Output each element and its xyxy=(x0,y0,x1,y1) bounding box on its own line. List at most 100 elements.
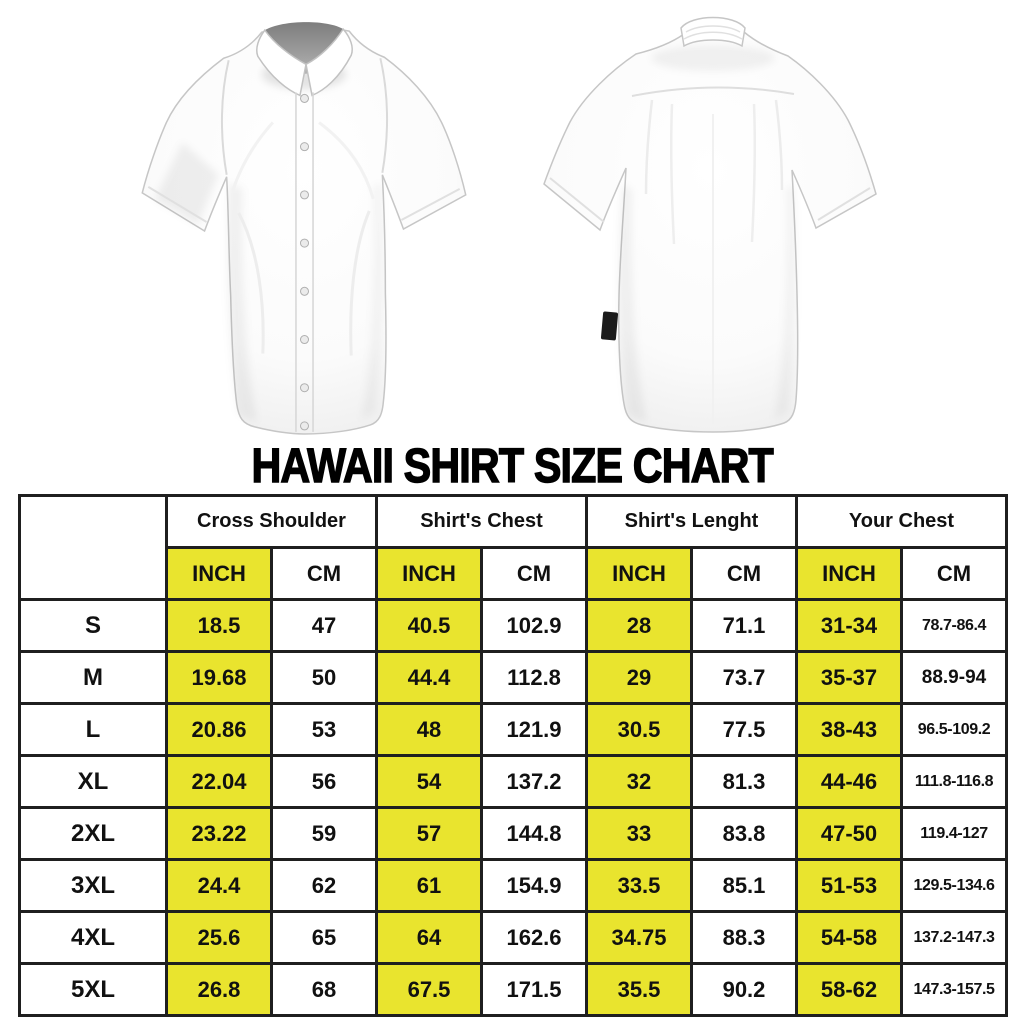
table-cell: 33.5 xyxy=(585,858,693,913)
table-cell: 85.1 xyxy=(690,858,798,913)
table-row: XL 22.04 56 54 137.2 32 81.3 44-46 111.8-116.8 xyxy=(18,754,1008,809)
table-cell: 96.5-109.2 xyxy=(900,702,1008,757)
size-label: 4XL xyxy=(18,910,168,965)
table-cell: 19.68 xyxy=(165,650,273,705)
table-cell: 77.5 xyxy=(690,702,798,757)
shirt-back-graphic xyxy=(543,16,877,433)
unit-header-inch: INCH xyxy=(375,546,483,601)
group-header-row: Cross Shoulder Shirt's Chest Shirt's Lengh… xyxy=(18,494,1008,601)
table-row: 5XL 26.8 68 67.5 171.5 35.5 90.2 58-62 147.3-157… xyxy=(18,962,1008,1017)
size-label: 3XL xyxy=(18,858,168,913)
table-cell: 147.3-157.5 xyxy=(900,962,1008,1017)
size-label: 5XL xyxy=(18,962,168,1017)
table-cell: 144.8 xyxy=(480,806,588,861)
table-cell: 51-53 xyxy=(795,858,903,913)
table-cell: 22.04 xyxy=(165,754,273,809)
table-cell: 47-50 xyxy=(795,806,903,861)
table-cell: 48 xyxy=(375,702,483,757)
table-cell: 88.3 xyxy=(690,910,798,965)
table-cell: 54-58 xyxy=(795,910,903,965)
table-cell: 38-43 xyxy=(795,702,903,757)
shirt-back-image xyxy=(543,16,877,433)
table-cell: 83.8 xyxy=(690,806,798,861)
page-title: HAWAII SHIRT SIZE CHART xyxy=(251,440,775,493)
table-cell: 65 xyxy=(270,910,378,965)
page-title-wrap: HAWAII SHIRT SIZE CHART xyxy=(0,440,1024,493)
table-cell: 78.7-86.4 xyxy=(900,598,1008,653)
size-label: L xyxy=(18,702,168,757)
table-cell: 88.9-94 xyxy=(900,650,1008,705)
shirt-front-image xyxy=(141,22,467,435)
corner-cell xyxy=(18,494,168,601)
table-cell: 23.22 xyxy=(165,806,273,861)
table-cell: 18.5 xyxy=(165,598,273,653)
table-cell: 24.4 xyxy=(165,858,273,913)
button-placket xyxy=(299,93,310,431)
table-cell: 129.5-134.6 xyxy=(900,858,1008,913)
table-cell: 35.5 xyxy=(585,962,693,1017)
table-cell: 30.5 xyxy=(585,702,693,757)
table-cell: 25.6 xyxy=(165,910,273,965)
table-cell: 119.4-127 xyxy=(900,806,1008,861)
table-cell: 111.8-116.8 xyxy=(900,754,1008,809)
table-cell: 35-37 xyxy=(795,650,903,705)
table-cell: 67.5 xyxy=(375,962,483,1017)
column-group-shirt-s-chest: Shirt's Chest xyxy=(375,494,588,549)
table-cell: 44-46 xyxy=(795,754,903,809)
table-cell: 44.4 xyxy=(375,650,483,705)
column-group-cross-shoulder: Cross Shoulder xyxy=(165,494,378,549)
table-cell: 73.7 xyxy=(690,650,798,705)
table-cell: 162.6 xyxy=(480,910,588,965)
size-label: 2XL xyxy=(18,806,168,861)
shirt-front-graphic xyxy=(141,22,467,435)
table-row: L 20.86 53 48 121.9 30.5 77.5 38-43 96.5-109.2 xyxy=(18,702,1008,757)
table-cell: 31-34 xyxy=(795,598,903,653)
size-chart-table: Cross Shoulder Shirt's Chest Shirt's Lengh… xyxy=(18,494,1008,1017)
unit-header-cm: CM xyxy=(690,546,798,601)
table-cell: 54 xyxy=(375,754,483,809)
unit-header-cm: CM xyxy=(270,546,378,601)
table-cell: 62 xyxy=(270,858,378,913)
unit-header-inch: INCH xyxy=(795,546,903,601)
table-cell: 171.5 xyxy=(480,962,588,1017)
table-cell: 61 xyxy=(375,858,483,913)
unit-header-inch: INCH xyxy=(585,546,693,601)
table-cell: 90.2 xyxy=(690,962,798,1017)
table-cell: 102.9 xyxy=(480,598,588,653)
table-cell: 137.2 xyxy=(480,754,588,809)
table-cell: 33 xyxy=(585,806,693,861)
table-cell: 57 xyxy=(375,806,483,861)
unit-header-row: INCH CM INCH CM INCH CM INCH CM xyxy=(20,546,1008,601)
table-cell: 28 xyxy=(585,598,693,653)
table-cell: 56 xyxy=(270,754,378,809)
table-cell: 32 xyxy=(585,754,693,809)
unit-header-cm: CM xyxy=(480,546,588,601)
table-row: 2XL 23.22 59 57 144.8 33 83.8 47-50 119.4-127 xyxy=(18,806,1008,861)
table-cell: 20.86 xyxy=(165,702,273,757)
size-label: S xyxy=(18,598,168,653)
table-row: 3XL 24.4 62 61 154.9 33.5 85.1 51-53 129.5-134.6 xyxy=(18,858,1008,913)
table-cell: 121.9 xyxy=(480,702,588,757)
unit-header-cm: CM xyxy=(900,546,1008,601)
table-cell: 29 xyxy=(585,650,693,705)
table-cell: 68 xyxy=(270,962,378,1017)
table-row: M 19.68 50 44.4 112.8 29 73.7 35-37 88.9-94 xyxy=(18,650,1008,705)
table-cell: 47 xyxy=(270,598,378,653)
table-cell: 112.8 xyxy=(480,650,588,705)
yoke-seam xyxy=(631,86,795,97)
table-cell: 71.1 xyxy=(690,598,798,653)
size-label: M xyxy=(18,650,168,705)
table-cell: 64 xyxy=(375,910,483,965)
side-tag xyxy=(600,311,619,341)
table-cell: 137.2-147.3 xyxy=(900,910,1008,965)
table-cell: 50 xyxy=(270,650,378,705)
column-group-your-chest: Your Chest xyxy=(795,494,1008,549)
table-cell: 53 xyxy=(270,702,378,757)
table-cell: 34.75 xyxy=(585,910,693,965)
unit-header-inch: INCH xyxy=(165,546,273,601)
table-cell: 58-62 xyxy=(795,962,903,1017)
table-cell: 154.9 xyxy=(480,858,588,913)
column-group-shirt-s-lenght: Shirt's Lenght xyxy=(585,494,798,549)
table-cell: 40.5 xyxy=(375,598,483,653)
table-cell: 59 xyxy=(270,806,378,861)
